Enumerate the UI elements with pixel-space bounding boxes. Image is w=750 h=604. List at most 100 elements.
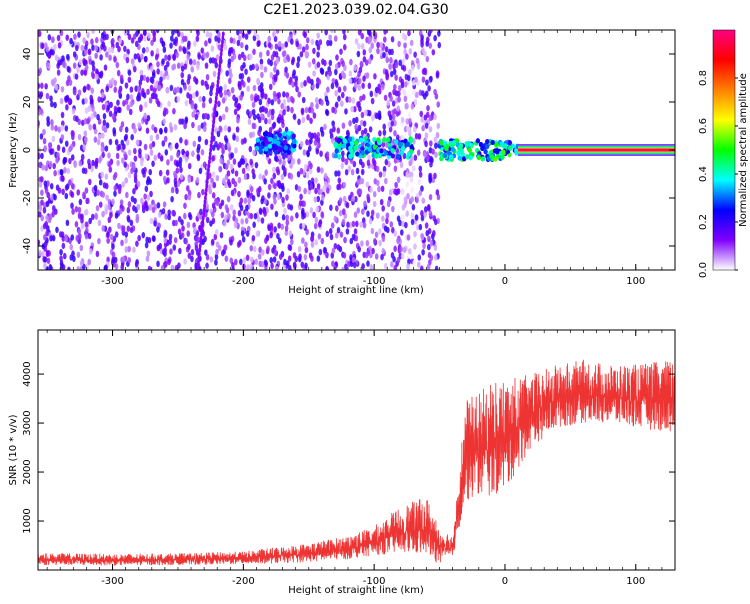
heatmap-cell: [169, 126, 174, 133]
heatmap-cell: [161, 58, 165, 65]
heatmap-cell: [421, 76, 426, 83]
heatmap-cell: [323, 172, 328, 180]
heatmap-cell: [94, 213, 99, 220]
heatmap-cell: [245, 254, 250, 261]
heatmap-cell: [156, 68, 160, 75]
heatmap-cell: [240, 41, 244, 49]
heatmap-cell: [299, 223, 303, 230]
heatmap-cell: [99, 54, 103, 61]
heatmap-cell: [152, 31, 157, 38]
heatmap-cell: [204, 187, 208, 193]
heatmap-cell: [216, 130, 221, 138]
heatmap-cell: [348, 221, 353, 229]
heatmap-cell: [249, 263, 253, 270]
heatmap-cell: [406, 74, 411, 82]
heatmap-cell: [383, 30, 387, 35]
heatmap-cell: [298, 253, 302, 260]
heatmap-cell: [129, 219, 134, 227]
heatmap-cell: [386, 99, 391, 107]
heatmap-cell: [132, 65, 137, 73]
heatmap-cell: [41, 251, 45, 258]
heatmap-cell: [224, 106, 229, 113]
heatmap-cell: [319, 67, 324, 74]
heatmap-cell: [137, 234, 141, 242]
heatmap-cell: [120, 263, 125, 270]
heatmap-cell: [193, 226, 197, 234]
heatmap-cell: [385, 74, 389, 81]
heatmap-cell: [424, 140, 428, 148]
heatmap-cell: [458, 143, 464, 149]
heatmap-cell: [149, 217, 154, 225]
heatmap-cell: [220, 43, 224, 49]
heatmap-cell: [60, 175, 65, 182]
heatmap-cell: [305, 172, 310, 179]
heatmap-cell: [393, 188, 397, 195]
heatmap-cell: [411, 165, 416, 172]
heatmap-cell: [221, 249, 225, 257]
heatmap-cell: [171, 30, 175, 36]
heatmap-cell: [73, 161, 77, 169]
heatmap-cell: [329, 204, 333, 211]
heatmap-cell: [320, 194, 325, 201]
heatmap-cell: [285, 54, 290, 61]
heatmap-cell: [158, 242, 163, 250]
heatmap-cell: [354, 116, 359, 124]
heatmap-cell: [408, 48, 413, 55]
heatmap-cell: [317, 78, 322, 86]
heatmap-cell: [241, 236, 246, 243]
heatmap-cell: [211, 202, 216, 209]
heatmap-cell: [413, 154, 418, 161]
heatmap-cell: [342, 252, 347, 259]
heatmap-cell: [295, 212, 299, 219]
heatmap-cell: [211, 192, 216, 199]
heatmap-cell: [427, 235, 431, 243]
heatmap-cell: [270, 203, 274, 210]
heatmap-cell: [169, 35, 174, 42]
snr-x-tick-label: -100: [363, 576, 386, 587]
heatmap-cell: [202, 207, 206, 213]
heatmap-cell: [49, 48, 54, 56]
heatmap-cell: [353, 82, 358, 89]
heatmap-cell: [353, 140, 359, 146]
heatmap-cell: [267, 183, 272, 191]
heatmap-cell: [518, 148, 675, 152]
heatmap-cell: [305, 43, 309, 51]
heatmap-cell: [121, 181, 126, 188]
heatmap-cell: [167, 100, 171, 107]
heatmap-cell: [395, 110, 400, 117]
heatmap-cell: [369, 90, 374, 98]
heatmap-cell: [82, 144, 87, 151]
heatmap-cell: [118, 37, 122, 45]
heatmap-cell: [231, 262, 235, 269]
heatmap-cell: [416, 149, 421, 156]
heatmap-cell: [420, 185, 424, 192]
heatmap-cell: [187, 85, 192, 92]
heatmap-cell: [244, 44, 249, 51]
heatmap-cell: [67, 75, 71, 82]
heatmap-cell: [406, 234, 411, 241]
heatmap-cell: [38, 211, 42, 218]
heatmap-cell: [146, 194, 151, 201]
heatmap-cell: [214, 103, 217, 109]
heatmap-cell: [38, 69, 42, 77]
heatmap-cell: [38, 109, 42, 116]
heatmap-cell: [194, 244, 199, 252]
heatmap-cell: [331, 106, 335, 114]
heatmap-cell: [176, 30, 181, 38]
heatmap-cell: [428, 177, 433, 184]
heatmap-cell: [218, 141, 222, 149]
heatmap-cell: [213, 57, 218, 65]
heatmap-cell: [205, 179, 209, 185]
heatmap-cell: [318, 248, 323, 256]
heatmap-cell: [113, 171, 118, 179]
heatmap-cell: [272, 90, 277, 98]
heatmap-cell: [84, 221, 89, 228]
heatmap-cell: [87, 162, 92, 170]
heatmap-cell: [94, 52, 98, 59]
heatmap-cell: [385, 226, 390, 234]
heatmap-cell: [164, 54, 168, 61]
heatmap-cell: [200, 79, 205, 86]
heatmap-cell: [220, 211, 225, 219]
heatmap-cell: [425, 40, 429, 47]
heatmap-cell: [412, 259, 416, 267]
